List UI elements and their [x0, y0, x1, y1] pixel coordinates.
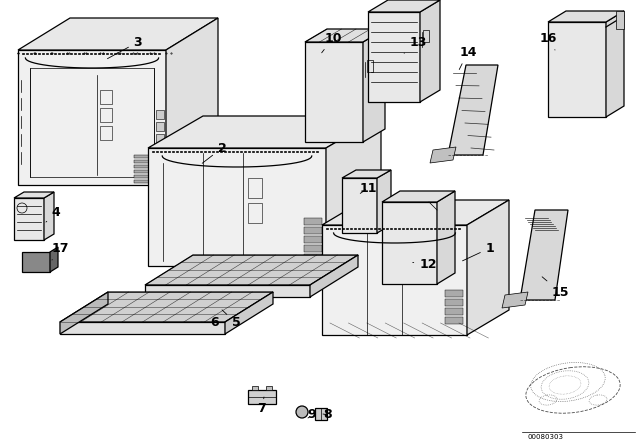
Polygon shape [304, 227, 322, 234]
Polygon shape [322, 200, 509, 225]
Polygon shape [156, 134, 164, 143]
Bar [616, 11, 624, 29]
Polygon shape [437, 191, 455, 284]
Polygon shape [502, 292, 528, 308]
Polygon shape [430, 147, 456, 163]
Polygon shape [225, 292, 273, 334]
Bar [423, 30, 429, 42]
Text: 7: 7 [258, 397, 266, 414]
Polygon shape [60, 322, 225, 334]
Polygon shape [134, 155, 158, 158]
Text: 17: 17 [51, 241, 68, 260]
Polygon shape [377, 170, 391, 233]
Polygon shape [134, 180, 158, 183]
Polygon shape [14, 198, 44, 240]
Polygon shape [305, 42, 363, 142]
Polygon shape [520, 210, 568, 300]
Polygon shape [342, 178, 377, 233]
Polygon shape [445, 317, 463, 324]
Polygon shape [60, 292, 273, 322]
Text: 11: 11 [359, 181, 377, 194]
Polygon shape [368, 12, 420, 102]
Text: 15: 15 [542, 277, 569, 298]
Polygon shape [145, 285, 310, 297]
Polygon shape [156, 146, 164, 155]
Polygon shape [134, 160, 158, 163]
Polygon shape [156, 110, 164, 119]
Polygon shape [266, 386, 272, 390]
Polygon shape [148, 116, 381, 148]
Polygon shape [448, 65, 498, 155]
Text: 5: 5 [222, 310, 241, 329]
Polygon shape [156, 122, 164, 131]
Polygon shape [368, 0, 440, 12]
Polygon shape [134, 165, 158, 168]
Polygon shape [248, 390, 276, 404]
Polygon shape [304, 245, 322, 252]
Text: 00080303: 00080303 [528, 434, 564, 440]
Polygon shape [304, 236, 322, 243]
Polygon shape [363, 29, 385, 142]
Text: 9: 9 [308, 409, 316, 422]
Polygon shape [445, 290, 463, 297]
Polygon shape [326, 116, 381, 266]
Polygon shape [148, 148, 326, 266]
Polygon shape [60, 292, 108, 334]
Polygon shape [382, 191, 455, 202]
Polygon shape [445, 308, 463, 315]
Polygon shape [305, 29, 385, 42]
Text: 14: 14 [460, 46, 477, 69]
Polygon shape [304, 254, 322, 261]
Polygon shape [50, 247, 58, 272]
Circle shape [296, 406, 308, 418]
Polygon shape [382, 202, 437, 284]
Polygon shape [342, 170, 391, 178]
Polygon shape [315, 408, 327, 420]
Text: 3: 3 [108, 35, 142, 59]
Text: 10: 10 [322, 31, 342, 53]
Text: 12: 12 [413, 258, 436, 271]
Polygon shape [445, 299, 463, 306]
Polygon shape [467, 200, 509, 335]
Polygon shape [18, 18, 218, 50]
Polygon shape [548, 11, 624, 22]
Text: 2: 2 [202, 142, 227, 164]
Polygon shape [606, 11, 624, 117]
Text: 1: 1 [463, 241, 494, 261]
Polygon shape [252, 386, 258, 390]
Bar [367, 60, 373, 72]
Text: 16: 16 [540, 31, 557, 50]
Text: 8: 8 [323, 409, 332, 422]
Polygon shape [548, 22, 606, 117]
Polygon shape [145, 255, 358, 285]
Polygon shape [18, 50, 166, 185]
Polygon shape [134, 175, 158, 178]
Text: 6: 6 [201, 316, 220, 329]
Polygon shape [134, 170, 158, 173]
Text: 13: 13 [404, 35, 427, 53]
Polygon shape [304, 218, 322, 225]
Polygon shape [44, 192, 54, 240]
Text: 4: 4 [46, 207, 60, 222]
Polygon shape [420, 0, 440, 102]
Polygon shape [22, 252, 50, 272]
Polygon shape [14, 192, 54, 198]
Polygon shape [322, 225, 467, 335]
Polygon shape [310, 255, 358, 297]
Polygon shape [166, 18, 218, 185]
